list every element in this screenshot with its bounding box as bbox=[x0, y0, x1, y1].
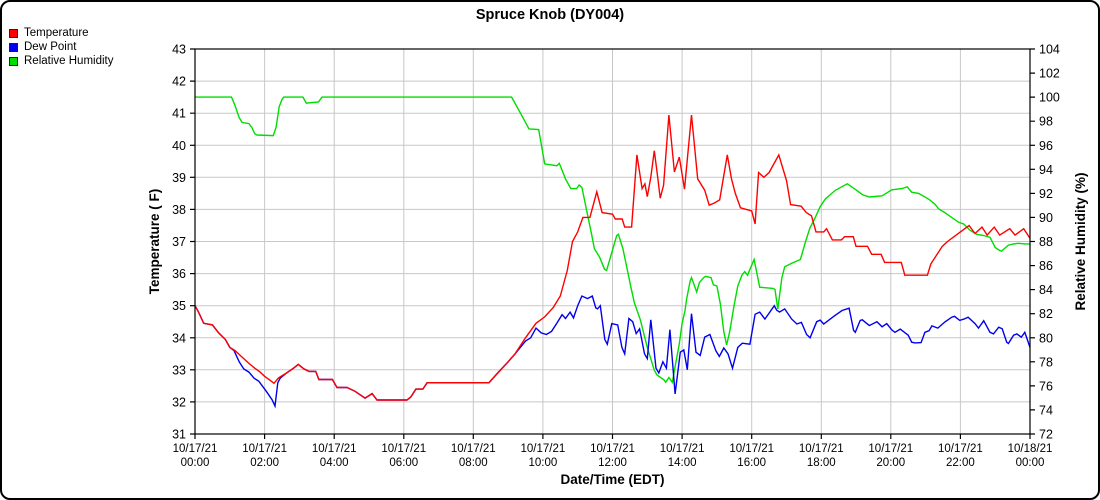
svg-text:10:00: 10:00 bbox=[529, 457, 558, 469]
svg-text:22:00: 22:00 bbox=[946, 457, 975, 469]
svg-text:10/17/21: 10/17/21 bbox=[242, 443, 287, 455]
legend-item-relative-humidity: Relative Humidity bbox=[9, 55, 114, 67]
svg-text:10/17/21: 10/17/21 bbox=[799, 443, 844, 455]
svg-text:98: 98 bbox=[1039, 115, 1053, 129]
svg-text:72: 72 bbox=[1039, 428, 1053, 442]
svg-text:82: 82 bbox=[1039, 307, 1053, 321]
temperature-line bbox=[194, 115, 1031, 401]
svg-text:34: 34 bbox=[172, 331, 186, 345]
svg-text:18:00: 18:00 bbox=[807, 457, 836, 469]
svg-text:06:00: 06:00 bbox=[389, 457, 418, 469]
svg-text:10/17/21: 10/17/21 bbox=[521, 443, 566, 455]
svg-text:84: 84 bbox=[1039, 283, 1053, 297]
svg-text:10/17/21: 10/17/21 bbox=[173, 443, 218, 455]
left-axis: 31 32 33 34 35 36 37 38 39 40 41 42 43 bbox=[172, 43, 195, 442]
svg-text:78: 78 bbox=[1039, 355, 1053, 369]
svg-text:00:00: 00:00 bbox=[1016, 457, 1045, 469]
svg-text:04:00: 04:00 bbox=[320, 457, 349, 469]
svg-text:08:00: 08:00 bbox=[459, 457, 488, 469]
dew-point-swatch-icon bbox=[9, 42, 18, 52]
svg-text:102: 102 bbox=[1039, 67, 1060, 81]
legend: Temperature Dew Point Relative Humidity bbox=[9, 27, 114, 70]
chart-title: Spruce Knob (DY004) bbox=[475, 7, 625, 23]
svg-text:14:00: 14:00 bbox=[668, 457, 697, 469]
left-axis-title: Temperature ( F) bbox=[147, 189, 162, 295]
x-axis-title: Date/Time (EDT) bbox=[560, 472, 664, 487]
svg-text:76: 76 bbox=[1039, 379, 1053, 393]
svg-text:10/17/21: 10/17/21 bbox=[660, 443, 705, 455]
relative-humidity-swatch-icon bbox=[9, 56, 18, 66]
svg-text:02:00: 02:00 bbox=[250, 457, 279, 469]
legend-item-dew-point: Dew Point bbox=[9, 41, 113, 53]
svg-text:10/18/21: 10/18/21 bbox=[1008, 443, 1053, 455]
right-axis-title: Relative Humidity (%) bbox=[1073, 172, 1088, 310]
legend-label: Dew Point bbox=[24, 41, 77, 53]
svg-text:41: 41 bbox=[172, 107, 186, 121]
svg-text:36: 36 bbox=[172, 267, 186, 281]
svg-text:20:00: 20:00 bbox=[876, 457, 905, 469]
x-axis: 10/17/21 00:00 10/17/21 02:00 10/17/21 04:00 1… bbox=[173, 434, 1053, 469]
svg-text:16:00: 16:00 bbox=[737, 457, 766, 469]
svg-text:40: 40 bbox=[172, 139, 186, 153]
svg-text:33: 33 bbox=[172, 363, 186, 377]
svg-text:80: 80 bbox=[1039, 331, 1053, 345]
svg-text:31: 31 bbox=[172, 428, 186, 442]
legend-item-temperature: Temperature bbox=[9, 27, 113, 39]
svg-text:100: 100 bbox=[1039, 91, 1060, 105]
svg-text:74: 74 bbox=[1039, 403, 1053, 417]
svg-text:42: 42 bbox=[172, 75, 186, 89]
svg-text:37: 37 bbox=[172, 235, 186, 249]
svg-text:12:00: 12:00 bbox=[598, 457, 627, 469]
svg-text:10/17/21: 10/17/21 bbox=[938, 443, 983, 455]
svg-text:32: 32 bbox=[172, 395, 186, 409]
svg-text:38: 38 bbox=[172, 203, 186, 217]
svg-text:88: 88 bbox=[1039, 235, 1053, 249]
svg-text:10/17/21: 10/17/21 bbox=[312, 443, 357, 455]
svg-text:10/17/21: 10/17/21 bbox=[868, 443, 913, 455]
relative-humidity-line bbox=[195, 96, 1030, 385]
right-axis: 72 74 76 78 80 82 84 86 88 90 92 94 96 98 100 102 104 bbox=[1030, 43, 1060, 442]
svg-text:10/17/21: 10/17/21 bbox=[381, 443, 426, 455]
svg-text:43: 43 bbox=[172, 43, 186, 57]
svg-text:39: 39 bbox=[172, 171, 186, 185]
temperature-swatch-icon bbox=[9, 28, 18, 38]
gridlines bbox=[195, 49, 1030, 434]
svg-text:104: 104 bbox=[1039, 43, 1060, 57]
svg-text:86: 86 bbox=[1039, 259, 1053, 273]
legend-label: Temperature bbox=[24, 27, 89, 39]
svg-text:94: 94 bbox=[1039, 163, 1053, 177]
legend-label: Relative Humidity bbox=[24, 55, 114, 67]
svg-text:35: 35 bbox=[172, 299, 186, 313]
svg-text:90: 90 bbox=[1039, 211, 1053, 225]
svg-text:00:00: 00:00 bbox=[181, 457, 210, 469]
svg-text:92: 92 bbox=[1039, 187, 1053, 201]
svg-text:10/17/21: 10/17/21 bbox=[590, 443, 635, 455]
svg-text:96: 96 bbox=[1039, 139, 1053, 153]
svg-text:10/17/21: 10/17/21 bbox=[729, 443, 774, 455]
svg-text:10/17/21: 10/17/21 bbox=[451, 443, 496, 455]
